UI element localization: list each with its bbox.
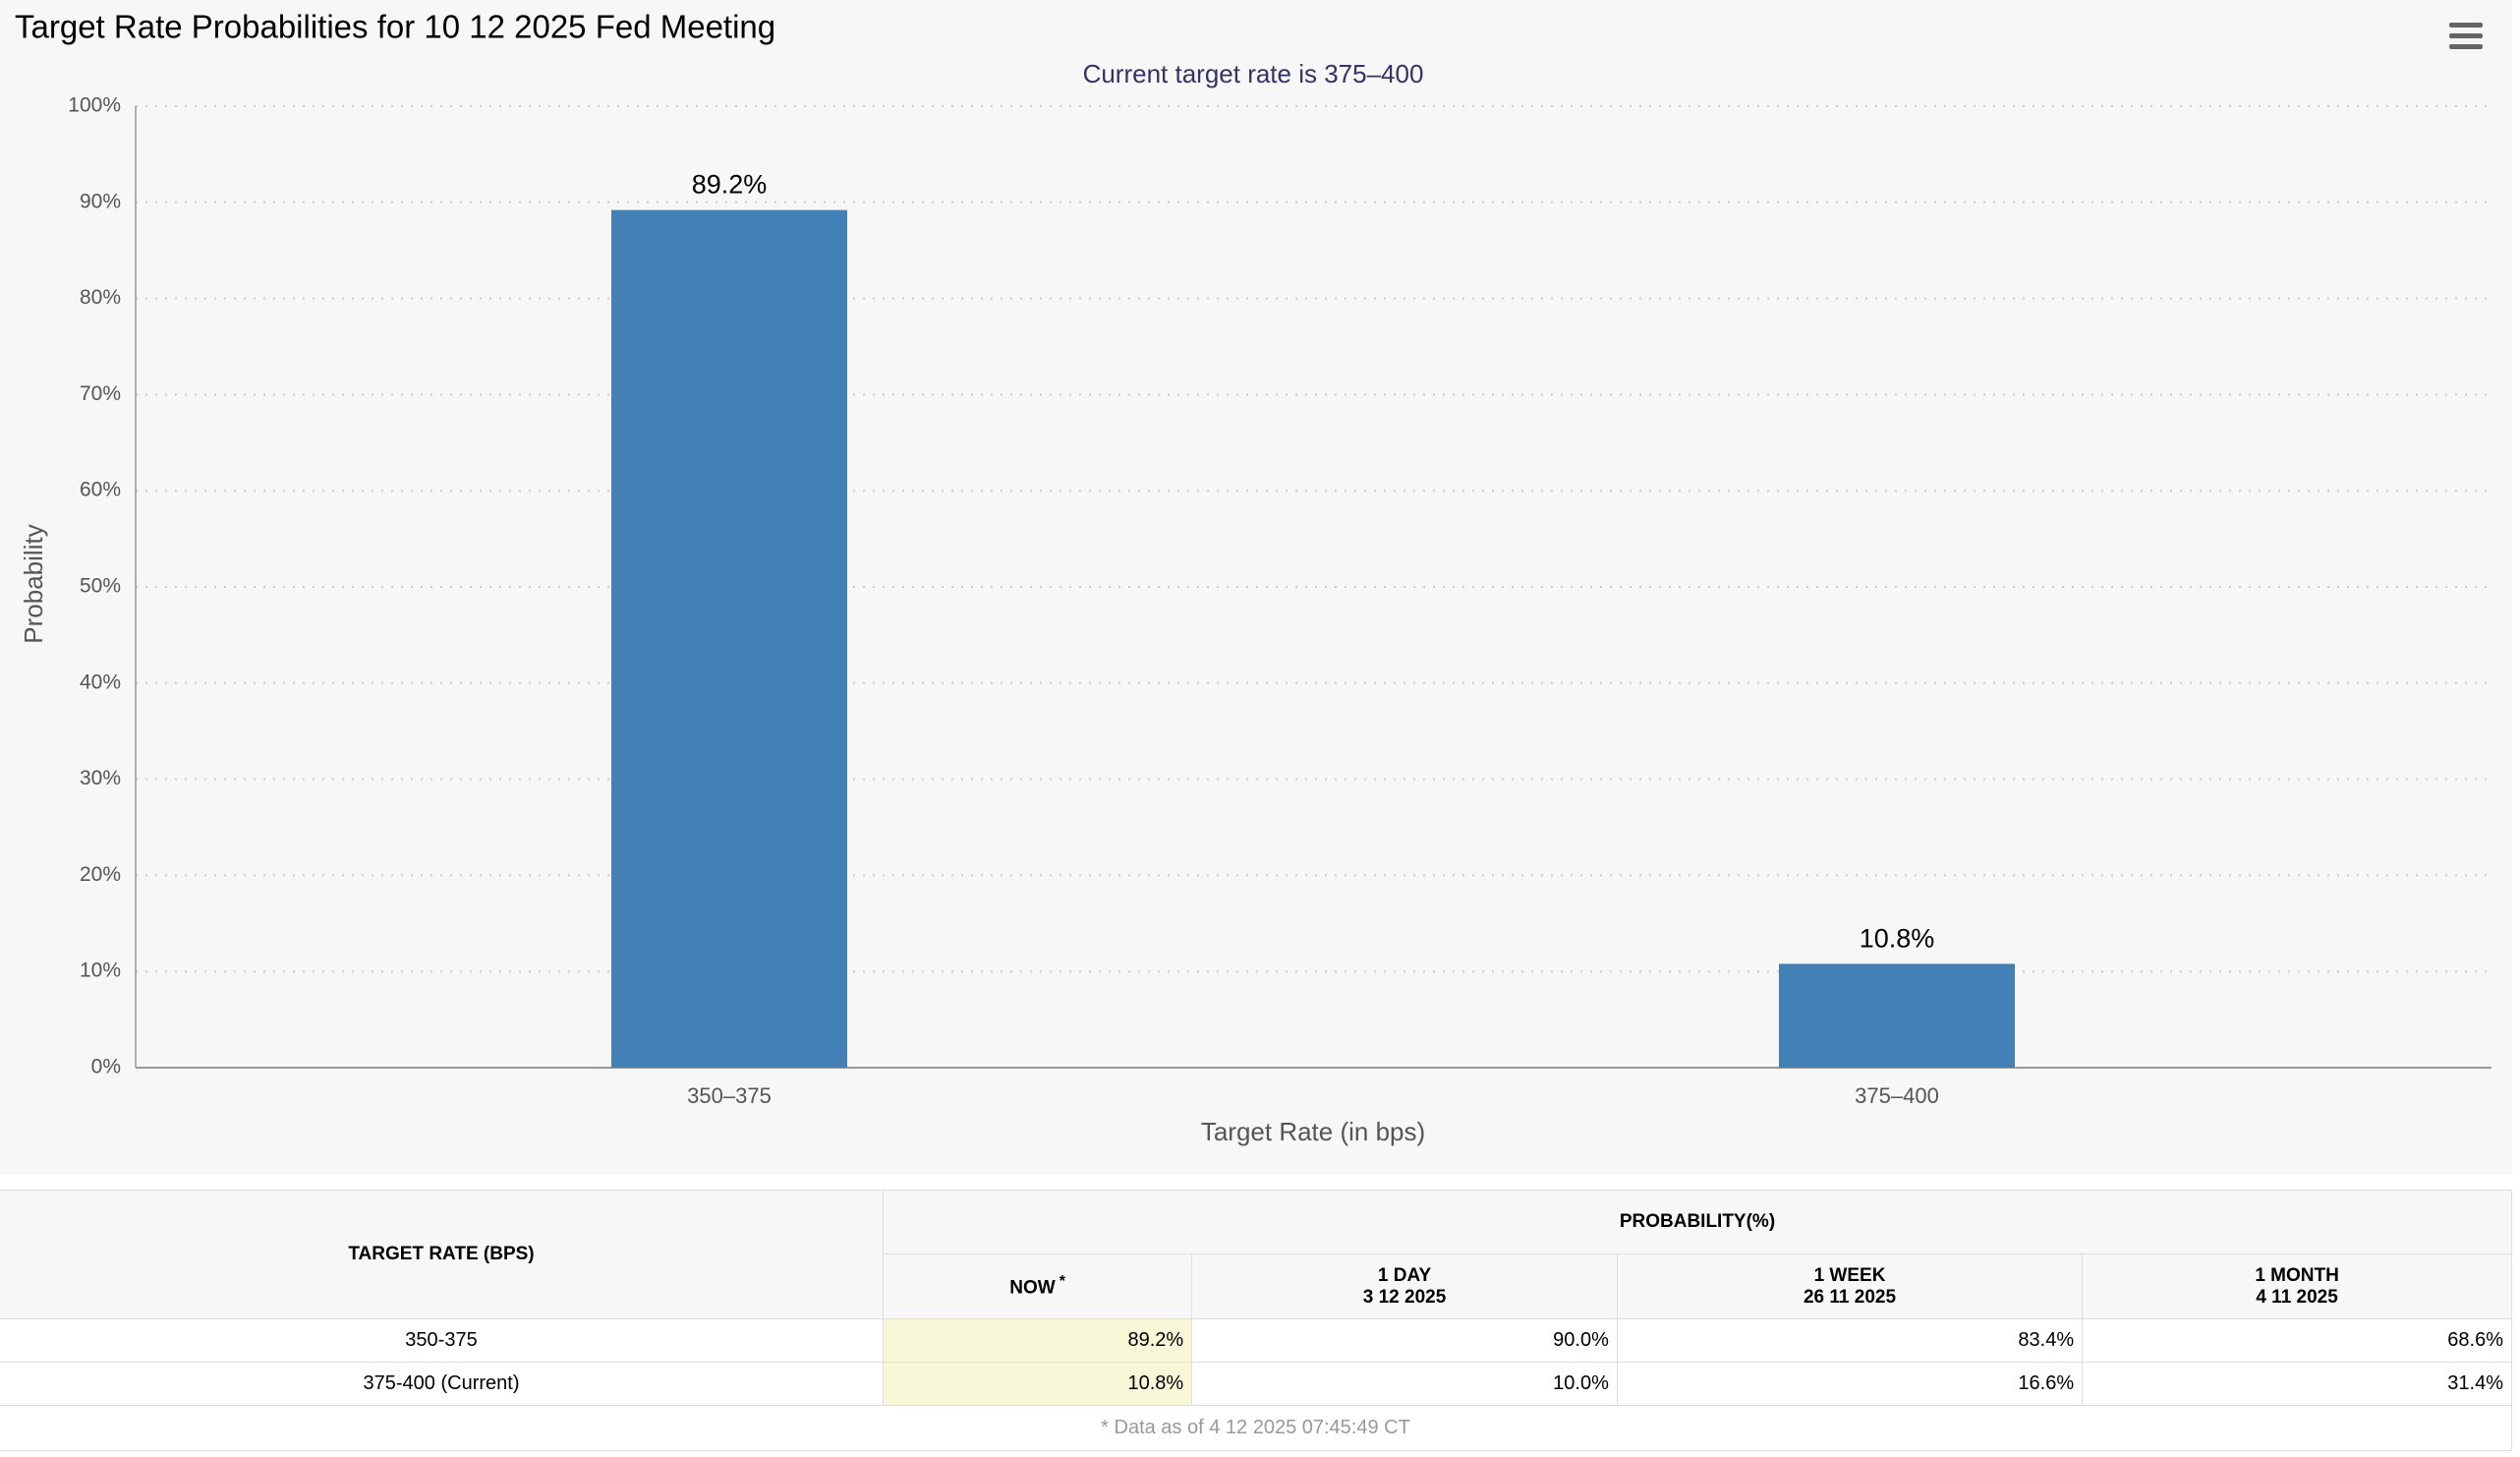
column-header: NOW *: [882, 1253, 1193, 1319]
probability-cell: 90.0%: [1191, 1318, 1618, 1363]
y-tick-label: 10%: [80, 960, 121, 982]
column-header: 1 DAY 3 12 2025: [1191, 1253, 1618, 1319]
y-tick-label: 0%: [91, 1056, 121, 1078]
prob-header: PROBABILITY(%): [883, 1190, 2512, 1254]
probability-cell: 31.4%: [2082, 1362, 2512, 1406]
menu-button[interactable]: [2449, 23, 2483, 49]
y-tick-label: 90%: [80, 190, 121, 212]
value-label: 10.8%: [1860, 924, 1935, 954]
chart-title: Target Rate Probabilities for 10 12 2025…: [15, 9, 775, 45]
table-row: 350-375 89.2% 90.0% 83.4% 68.6%: [0, 1318, 2512, 1363]
column-label: 1 DAY: [1377, 1264, 1432, 1286]
bar: [611, 209, 847, 1068]
probability-cell: 10.8%: [882, 1362, 1193, 1406]
probability-cell: 16.6%: [1616, 1362, 2084, 1406]
table-row: 375-400 (Current) 10.8% 10.0% 16.6% 31.4%: [0, 1362, 2512, 1406]
y-tick-label: 50%: [80, 575, 121, 598]
probability-cell: 68.6%: [2082, 1318, 2512, 1363]
probability-cell: 83.4%: [1616, 1318, 2084, 1363]
y-tick-label: 70%: [80, 382, 121, 405]
x-tick-label: 350–375: [687, 1083, 772, 1108]
footnote: * Data as of 4 12 2025 07:45:49 CT: [0, 1405, 2512, 1451]
x-tick-label: 375–400: [1855, 1083, 1939, 1108]
rate-header: TARGET RATE (BPS): [0, 1190, 884, 1319]
rate-cell: 350-375: [0, 1318, 884, 1363]
menu-bar[interactable]: [2449, 33, 2483, 38]
column-header: 1 MONTH 4 11 2025: [2082, 1253, 2512, 1319]
probability-cell: 10.0%: [1191, 1362, 1618, 1406]
value-label: 89.2%: [692, 170, 768, 200]
y-tick-label: 80%: [80, 286, 121, 309]
column-label: 1 WEEK: [1813, 1264, 1886, 1286]
chart-subtitle: Current target rate is 375–400: [1083, 59, 1424, 88]
y-tick-label: 60%: [80, 479, 121, 501]
probability-cell: 89.2%: [882, 1318, 1193, 1363]
menu-bar[interactable]: [2449, 44, 2483, 49]
y-axis-label: Probability: [19, 524, 48, 643]
y-tick-label: 30%: [80, 767, 121, 789]
column-label: 1 MONTH: [2255, 1264, 2339, 1286]
column-date: 26 11 2025: [1803, 1286, 1897, 1308]
probability-table: TARGET RATE (BPS) PROBABILITY(%) NOW * 1 D…: [0, 1190, 2512, 1451]
y-tick-label: 100%: [68, 94, 121, 117]
column-label: NOW: [1009, 1277, 1056, 1299]
column-date: 4 11 2025: [2256, 1286, 2338, 1308]
column-note: *: [1059, 1273, 1065, 1291]
menu-bar[interactable]: [2449, 23, 2483, 28]
y-tick-label: 40%: [80, 670, 121, 693]
column-date: 3 12 2025: [1362, 1286, 1447, 1308]
chart: Target Rate Probabilities for 10 12 2025…: [15, 8, 2491, 1146]
bar: [1779, 963, 2015, 1068]
column-header: 1 WEEK 26 11 2025: [1616, 1253, 2084, 1319]
y-tick-label: 20%: [80, 863, 121, 886]
rate-cell: 375-400 (Current): [0, 1362, 884, 1406]
x-axis-label: Target Rate (in bps): [1201, 1117, 1425, 1146]
